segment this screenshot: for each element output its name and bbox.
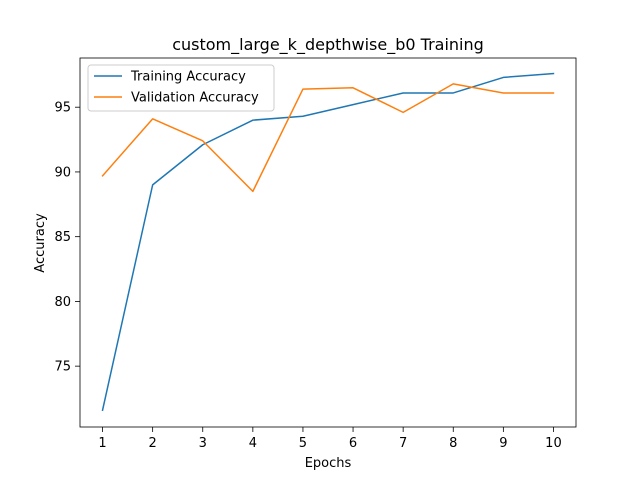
x-tick-label: 2	[149, 436, 157, 451]
y-tick-label: 95	[54, 101, 71, 116]
x-tick-label: 3	[199, 436, 207, 451]
legend-label-1: Training Accuracy	[130, 70, 246, 85]
x-tick-label: 10	[545, 436, 562, 451]
x-tick-label: 5	[299, 436, 307, 451]
x-tick-label: 8	[449, 436, 457, 451]
y-tick-label: 85	[54, 230, 71, 245]
plot-area: 1 2 3 4 5 6 7 8 9 10 75 80 85 90 95	[54, 57, 577, 451]
series-line-2	[101, 83, 555, 193]
x-tick-label: 6	[349, 436, 357, 451]
y-tick-label: 90	[54, 165, 71, 180]
x-tick-label: 1	[98, 436, 106, 451]
y-tick-label: 75	[54, 360, 71, 375]
x-tick-label: 7	[399, 436, 407, 451]
legend: Training Accuracy Validation Accuracy	[87, 64, 275, 112]
chart-title: custom_large_k_depthwise_b0 Training	[172, 35, 484, 55]
legend-box	[87, 64, 275, 112]
y-tick-label: 80	[54, 295, 71, 310]
x-tick-label: 9	[499, 436, 507, 451]
axes-frame	[79, 57, 577, 428]
x-tick-label: 4	[249, 436, 257, 451]
legend-label-2: Validation Accuracy	[131, 91, 259, 106]
y-axis-title: Accuracy	[33, 213, 48, 273]
x-axis-title: Epochs	[305, 456, 352, 471]
series-line-1	[101, 72, 555, 412]
